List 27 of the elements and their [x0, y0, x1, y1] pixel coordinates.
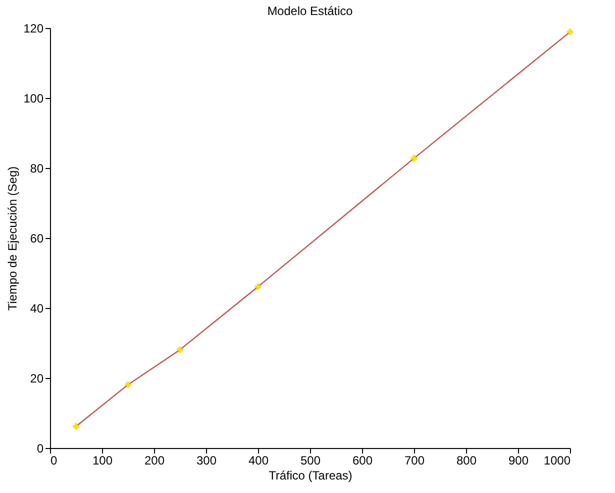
- point: [566, 28, 574, 36]
- x-tick-label: 500: [300, 454, 321, 468]
- x-tick-label: 800: [456, 454, 477, 468]
- y-tick-label: 60: [30, 232, 44, 246]
- x-tick-label: 0: [50, 454, 58, 468]
- y-tick-label: 120: [23, 22, 44, 36]
- point: [176, 346, 184, 353]
- point: [72, 423, 80, 430]
- y-tick-label: 40: [30, 302, 44, 316]
- x-tick-label: 200: [144, 454, 165, 468]
- x-tick-label: 1000: [544, 454, 571, 468]
- point: [254, 283, 262, 290]
- point: [410, 155, 418, 162]
- y-tick-label: 100: [23, 92, 44, 106]
- y-axis-title: Tiempo de Ejecución (Seg): [5, 166, 20, 311]
- y-tick-label: 0: [36, 442, 44, 456]
- x-tick-label: 400: [248, 454, 269, 468]
- y-tick-label: 80: [30, 162, 44, 176]
- x-tick-label: 300: [196, 454, 217, 468]
- x-tick-label: 900: [508, 454, 529, 468]
- x-tick-label: 100: [92, 454, 113, 468]
- x-axis-title: Tráfico (Tareas): [268, 468, 352, 482]
- chart-title: Modelo Estático: [267, 4, 354, 18]
- x-tick-label: 600: [352, 454, 373, 468]
- y-tick-label: 20: [30, 372, 44, 386]
- point: [124, 381, 132, 388]
- x-tick-label: 700: [404, 454, 425, 468]
